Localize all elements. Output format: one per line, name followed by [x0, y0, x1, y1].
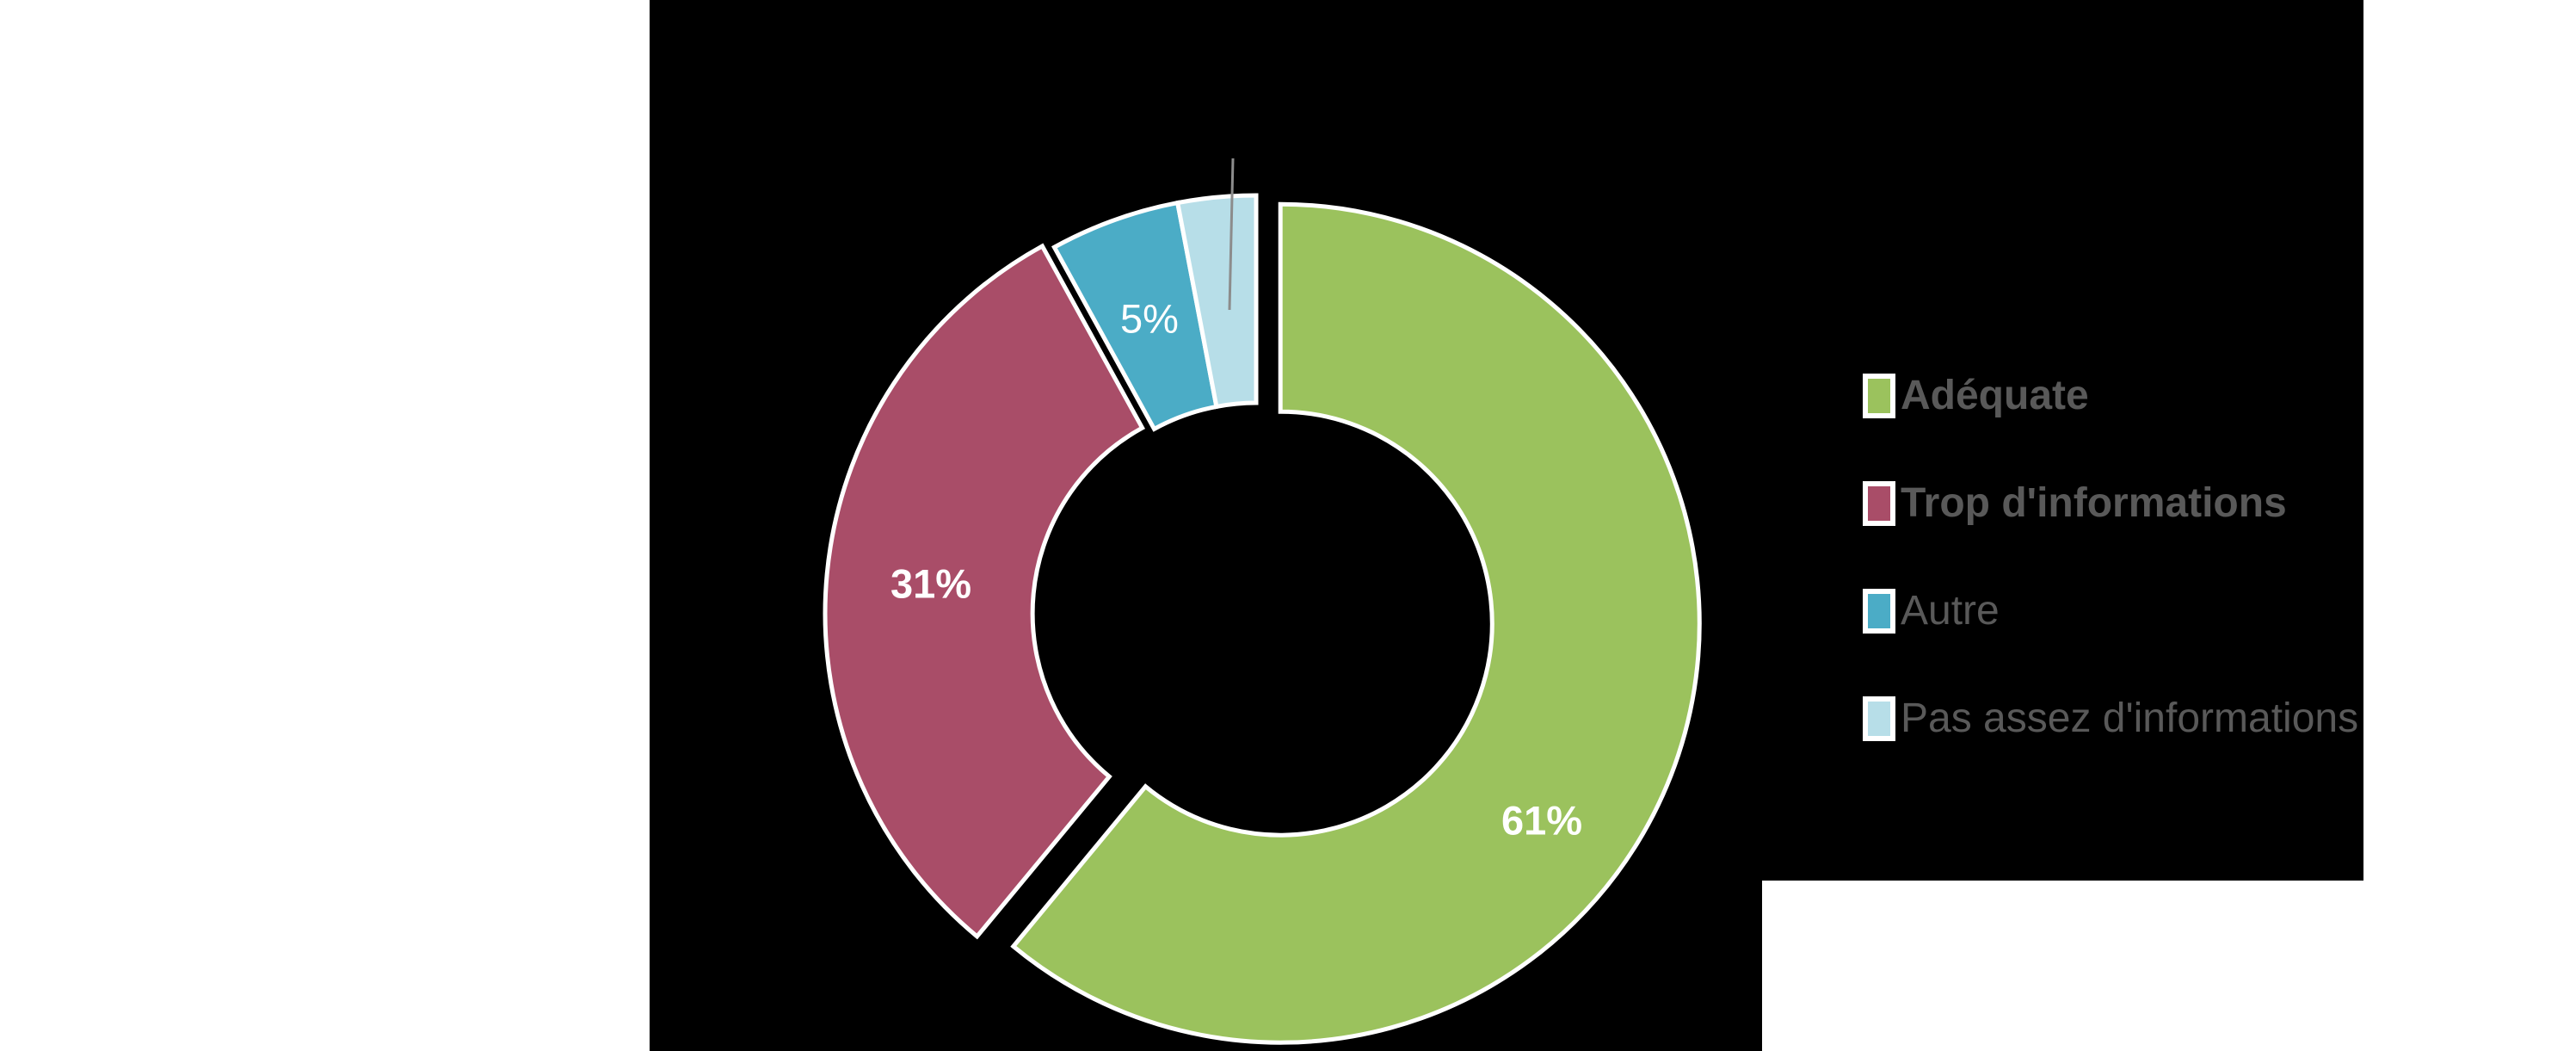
- legend-label-adequate: Adéquate: [1901, 372, 2089, 418]
- legend-swatch-trop-d-informations: [1863, 480, 1895, 526]
- data-label-autre: 5%: [1120, 296, 1179, 342]
- data-label-adequate: 61%: [1501, 798, 1582, 844]
- white-margin-right: [2363, 0, 2576, 1051]
- chart-legend: Adéquate Trop d'informations Autre Pas asse…: [1863, 342, 2358, 772]
- legend-label-pas-assez-d-informations: Pas assez d'informations: [1901, 695, 2359, 741]
- legend-swatch-adequate: [1863, 373, 1895, 418]
- slice-adequate: [1010, 201, 1702, 1045]
- slice-pas-assez-d-informations: [1174, 193, 1259, 410]
- white-margin-bottom-right: [1762, 881, 2576, 1051]
- legend-swatch-pas-assez-d-informations: [1863, 696, 1895, 741]
- data-label-trop-d-informations: 31%: [891, 561, 971, 607]
- legend-label-trop-d-informations: Trop d'informations: [1901, 479, 2287, 526]
- legend-item-pas-assez-d-informations: Pas assez d'informations: [1863, 665, 2358, 772]
- legend-item-trop-d-informations: Trop d'informations: [1863, 449, 2358, 557]
- legend-swatch-autre: [1863, 588, 1895, 634]
- legend-item-adequate: Adéquate: [1863, 342, 2358, 449]
- legend-item-autre: Autre: [1863, 557, 2358, 665]
- slice-trop-d-informations: [823, 243, 1145, 940]
- white-margin-left: [0, 0, 650, 1051]
- legend-label-autre: Autre: [1901, 587, 2000, 634]
- leader-line-pas-assez-d-informations: [1228, 158, 1235, 311]
